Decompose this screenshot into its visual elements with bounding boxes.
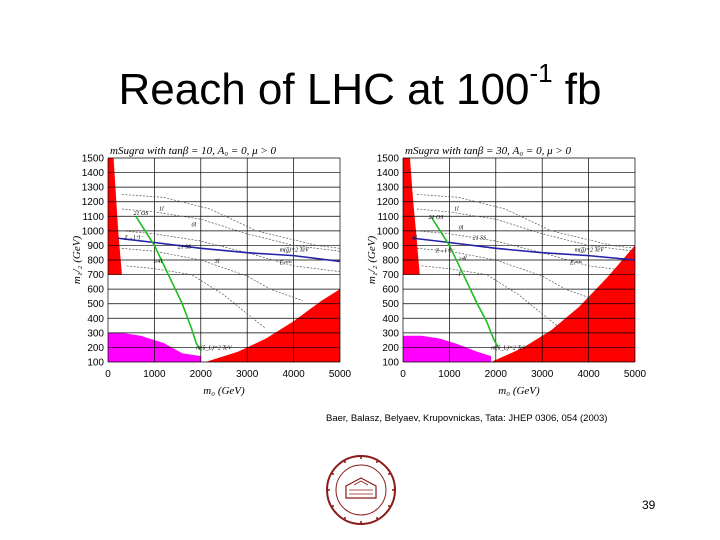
y-tick-label: 200 [87,343,104,354]
x-tick-label: 3000 [531,369,554,380]
annotation-label: 0l [192,222,197,228]
x-tick-label: 5000 [624,369,647,380]
reach-contour-line [121,247,303,302]
university-seal [316,454,406,531]
y-tick-label: 300 [382,328,399,339]
annotation-label: Z→l⁺l⁻ [435,248,455,255]
series-label: m(ũ_L)=2 TeV [196,345,233,352]
annotation-label: Eₜᵐⁱˢˢ [569,259,582,266]
y-tick-label: 1200 [82,197,105,208]
y-tick-label: 500 [87,299,104,310]
annotation-label: 1l [454,206,459,212]
y-axis-label: m₁/₂ (GeV) [366,236,378,285]
y-tick-label: 200 [382,343,399,354]
annotation-label: 3l [214,259,220,265]
annotation-label: 21 OS [429,215,444,221]
y-tick-label: 1100 [82,212,104,223]
annotation-label: 3l [411,236,417,242]
x-tick-label: 2000 [485,369,508,380]
title-main: Reach of LHC at 100 [118,65,530,114]
y-tick-label: 700 [87,270,104,281]
title-end: fb [552,65,602,114]
y-tick-label: 400 [382,314,399,325]
y-tick-label: 300 [87,328,104,339]
series-label: m(g̃)=2 TeV [280,246,310,253]
reach-contour-line [121,230,341,273]
x-tick-label: 4000 [577,369,600,380]
y-tick-label: 1000 [377,226,400,237]
series-line [412,237,636,261]
y-tick-label: 900 [87,241,104,252]
annotation-label: 21 SS [178,244,192,250]
reach-contour-line [416,194,636,249]
x-axis-label: m₀ (GeV) [498,385,540,397]
seal-icon [326,455,396,525]
y-tick-label: 800 [87,256,104,267]
series-line [135,215,202,351]
series-label: m(g̃)=2 TeV [575,246,605,253]
y-tick-label: 700 [382,270,399,281]
series-line [117,237,341,263]
x-axis-label: m₀ (GeV) [203,385,245,397]
reach-contour-line [416,230,636,273]
reach-contour-line [121,208,341,252]
annotation-label: Eₜᵐⁱˢˢ [279,259,292,266]
x-tick-label: 1000 [438,369,461,380]
annotation-label: 1l [159,206,164,212]
y-tick-label: 500 [382,299,399,310]
annotation-label: 21 OS [134,211,149,217]
plot-title: mSugra with tanβ = 30, A₀ = 0, μ > 0 [405,145,572,157]
y-tick-label: 900 [382,241,399,252]
reach-contour-line [416,208,636,252]
reach-contour-line [121,194,341,249]
annotation-label: γ [459,271,462,277]
excluded-region-red-right [205,289,340,362]
annotation-label: 0l [459,225,464,231]
x-tick-label: 2000 [190,369,213,380]
annotation-label: ≥4l [459,255,467,262]
page-number: 39 [642,498,656,512]
x-tick-label: 0 [105,369,111,380]
y-tick-label: 1100 [377,212,399,223]
y-tick-label: 1400 [82,168,105,179]
reach-contour-line [416,247,598,302]
y-tick-label: 1500 [377,154,400,165]
slide-title: Reach of LHC at 100-1 fb [0,60,720,114]
reach-plot-right: mSugra with tanβ = 30, A₀ = 0, μ > 0 m(g̃… [366,145,647,397]
annotation-label: ≥4l [154,258,162,265]
series-label: m(ũ_L)=2 TeV [491,345,528,352]
y-tick-label: 1300 [82,183,105,194]
plot-panel-tanbeta-30: mSugra with tanβ = 30, A₀ = 0, μ > 0 m(g̃… [363,140,648,397]
reach-plot-left: mSugra with tanβ = 10, A₀ = 0, μ > 0 m(g̃… [71,145,352,397]
x-tick-label: 1000 [143,369,166,380]
x-tick-label: 0 [400,369,406,380]
plot-panel-tanbeta-10: mSugra with tanβ = 10, A₀ = 0, μ > 0 m(g̃… [68,140,353,397]
y-tick-label: 1200 [377,197,400,208]
plot-title: mSugra with tanβ = 10, A₀ = 0, μ > 0 [110,145,277,157]
reach-contour-line [421,265,561,329]
x-tick-label: 4000 [282,369,305,380]
annotation-label: 21 SS [473,236,487,242]
reach-contour-line [126,265,266,329]
y-tick-label: 1000 [82,226,105,237]
y-tick-label: 1400 [377,168,400,179]
annotation-label: Z→l⁺l⁻ [124,235,144,242]
title-superscript: -1 [529,58,553,88]
y-tick-label: 600 [382,285,399,296]
y-tick-label: 600 [87,285,104,296]
y-tick-label: 100 [87,358,104,369]
y-tick-label: 1500 [82,154,105,165]
y-axis-label: m₁/₂ (GeV) [71,236,83,285]
x-tick-label: 5000 [329,369,352,380]
y-tick-label: 1300 [377,183,400,194]
y-tick-label: 100 [382,358,399,369]
y-tick-label: 800 [382,256,399,267]
x-tick-label: 3000 [236,369,259,380]
citation: Baer, Balasz, Belyaev, Krupovnickas, Tat… [326,413,608,424]
y-tick-label: 400 [87,314,104,325]
series-line [430,215,499,348]
excluded-region-magenta [403,335,492,362]
